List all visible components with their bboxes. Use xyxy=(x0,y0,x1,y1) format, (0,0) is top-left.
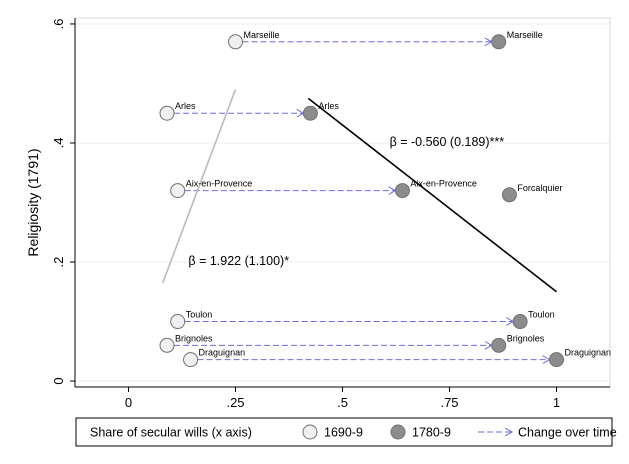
point-label-arles: Arles xyxy=(318,101,339,111)
point-1780-9-marseille xyxy=(491,34,507,50)
x-tick-label: .25 xyxy=(226,395,244,410)
y-tick-label: .2 xyxy=(51,257,66,268)
axes-layer: 0 .25 .5 .75 1 0 .2 .4 .6 xyxy=(51,18,610,410)
legend-label-1780-9: 1780-9 xyxy=(412,426,451,440)
point-label-brignoles: Brignoles xyxy=(507,333,545,343)
y-axis-label: Religiosity (1791) xyxy=(25,148,41,256)
point-1690-9-draguignan xyxy=(183,352,199,368)
point-label-draguignan: Draguignan xyxy=(199,348,246,358)
point-1780-9-draguignan xyxy=(549,352,564,368)
fit-line-1690-9-fit xyxy=(161,89,237,284)
legend-label-1690-9: 1690-9 xyxy=(324,426,363,440)
point-label-brignoles: Brignoles xyxy=(175,333,213,343)
x-tick-label: 1 xyxy=(553,395,560,410)
y-tick-label: .4 xyxy=(51,138,66,149)
point-1690-9-brignoles xyxy=(159,337,175,353)
point-1690-9-arles xyxy=(159,105,175,121)
point-1780-9-aix-en-provence xyxy=(394,183,410,199)
point-label-marseille: Marseille xyxy=(507,30,543,40)
annotations-layer: β = 1.922 (1.100)* β = -0.560 (0.189)*** xyxy=(188,135,504,268)
x-tick-label: .75 xyxy=(440,395,458,410)
point-label-draguignan: Draguignan xyxy=(565,348,612,358)
points-layer: Marseille Arles Aix-en-Provence Toulon Brign… xyxy=(159,30,612,368)
legend: Share of secular wills (x axis) 1690-9 178… xyxy=(75,417,617,447)
fit-lines-layer xyxy=(161,89,557,293)
grid-layer xyxy=(75,23,610,382)
point-1780-9-forcalquier xyxy=(501,187,517,203)
point-label-forcalquier: Forcalquier xyxy=(517,183,562,193)
legend-marker-1780-9 xyxy=(390,424,406,440)
plot-frame xyxy=(74,17,611,388)
x-tick-label: 0 xyxy=(125,395,132,410)
fit-line-1780-9-fit xyxy=(307,97,557,293)
point-1690-9-aix-en-provence xyxy=(170,183,186,199)
point-label-toulon: Toulon xyxy=(528,310,555,320)
legend-title: Share of secular wills (x axis) xyxy=(90,426,252,440)
y-tick-label: 0 xyxy=(51,377,66,384)
point-label-aix-en-provence: Aix-en-Provence xyxy=(186,179,253,189)
beta-annotation: β = -0.560 (0.189)*** xyxy=(390,135,505,149)
point-1690-9-toulon xyxy=(170,314,186,330)
point-1780-9-toulon xyxy=(512,314,528,330)
legend-label-change-over-time: Change over time xyxy=(518,426,617,440)
point-1780-9-arles xyxy=(302,105,318,121)
point-1690-9-marseille xyxy=(228,34,243,50)
x-tick-label: .5 xyxy=(337,395,348,410)
arrows-layer xyxy=(174,42,549,360)
legend-box xyxy=(75,417,613,447)
point-label-arles: Arles xyxy=(175,101,196,111)
point-1780-9-brignoles xyxy=(491,337,507,353)
point-label-marseille: Marseille xyxy=(244,30,280,40)
beta-annotation: β = 1.922 (1.100)* xyxy=(188,254,289,268)
y-tick-label: .6 xyxy=(51,19,66,30)
point-label-toulon: Toulon xyxy=(186,310,213,320)
point-label-aix-en-provence: Aix-en-Provence xyxy=(410,179,477,189)
legend-marker-1690-9 xyxy=(302,424,318,440)
